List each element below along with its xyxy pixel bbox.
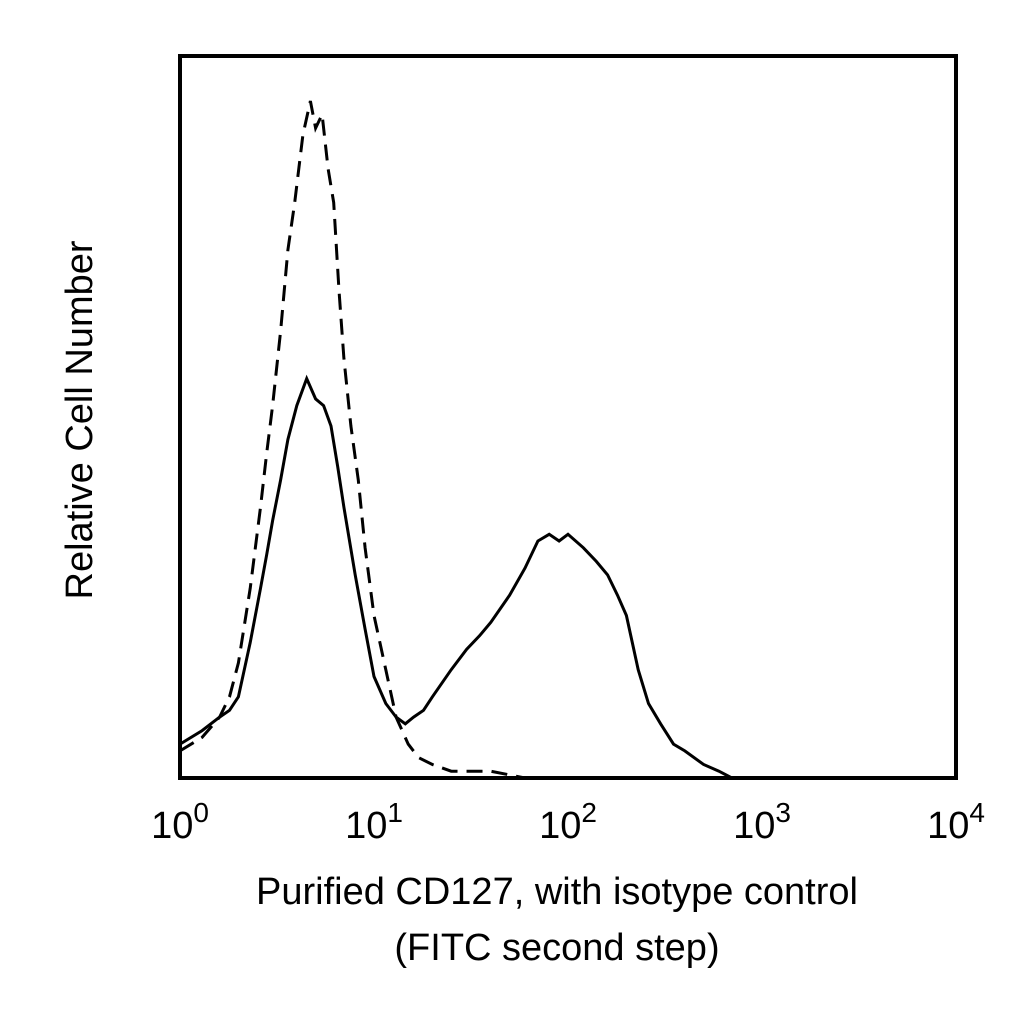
x-axis-label-line2: (FITC second step) [394,927,719,969]
plot-frame [178,54,958,780]
series-line-dashed [179,100,956,780]
x-tick-label: 101 [345,797,403,847]
series-line-solid [179,374,956,780]
x-tick-labels: 100 101 102 103 104 [151,797,985,847]
series-layer [179,100,956,780]
x-axis-label-line1: Purified CD127, with isotype control [256,871,858,913]
x-tick-label: 103 [733,797,791,847]
y-axis-label: Relative Cell Number [59,240,101,599]
x-tick-label: 104 [927,797,985,847]
x-tick-label: 100 [151,797,209,847]
x-tick-label: 102 [539,797,597,847]
